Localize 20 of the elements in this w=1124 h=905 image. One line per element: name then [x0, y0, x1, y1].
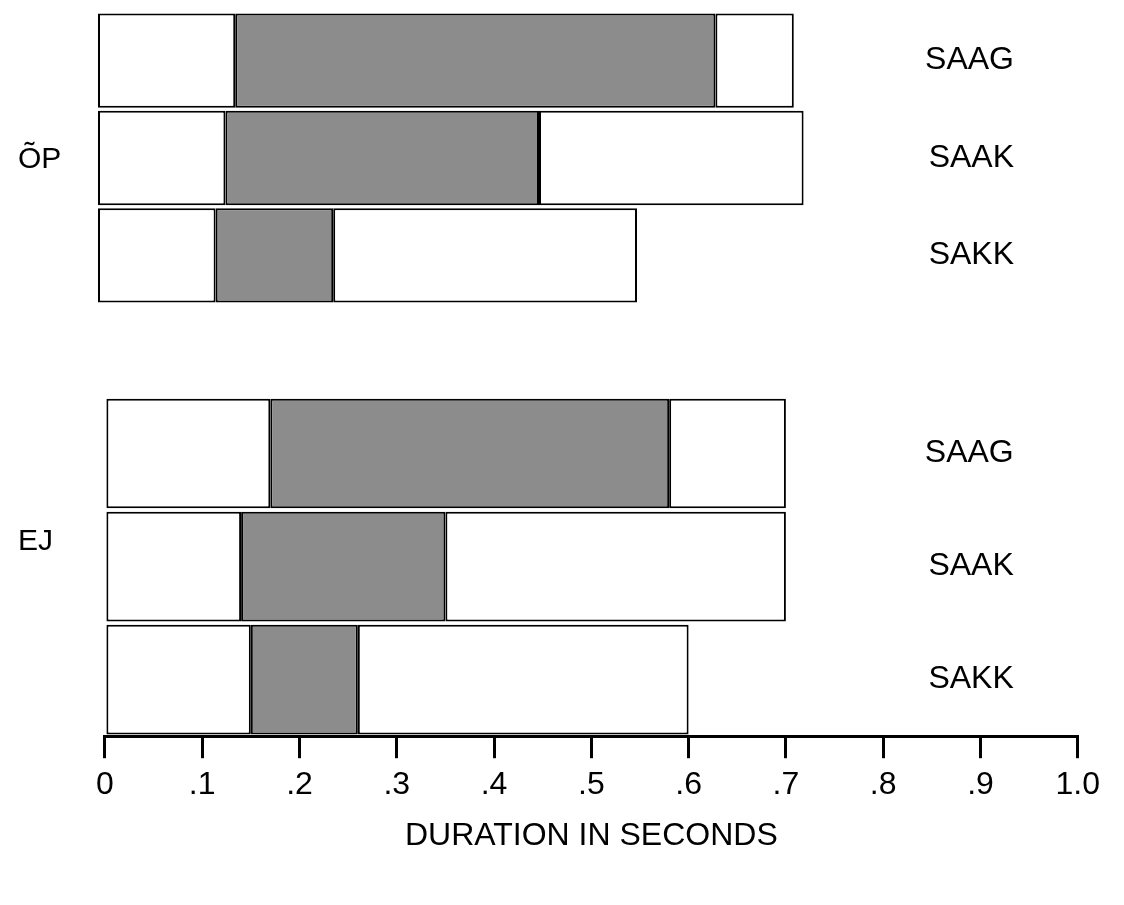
x-axis-title: DURATION IN SECONDS — [404, 815, 778, 852]
x-tick-label: .9 — [967, 765, 994, 802]
x-tick-label: .5 — [577, 765, 605, 802]
y-tick-label: SAAK — [928, 546, 1014, 583]
x-tick-label: .7 — [772, 765, 800, 802]
y-tick-label: SAAG — [924, 433, 1014, 470]
x-tick-label: .6 — [675, 765, 702, 802]
y-axis-title: ÕP — [17, 141, 63, 175]
y-tick-label: SAKK — [928, 659, 1014, 696]
x-tick-label: .2 — [286, 765, 313, 802]
x-tick-label: .4 — [480, 765, 508, 802]
x-tick-label: .3 — [383, 765, 411, 802]
x-tick-label: .1 — [188, 765, 216, 802]
y-tick-label: SAAK — [928, 137, 1014, 174]
y-tick-label: SAKK — [928, 235, 1014, 272]
x-tick-label: 0 — [96, 765, 114, 802]
x-tick-label: 1.0 — [1055, 765, 1100, 802]
y-axis-title: EJ — [17, 522, 54, 557]
x-tick-label: .8 — [869, 765, 897, 802]
y-tick-label: SAAG — [925, 40, 1014, 77]
